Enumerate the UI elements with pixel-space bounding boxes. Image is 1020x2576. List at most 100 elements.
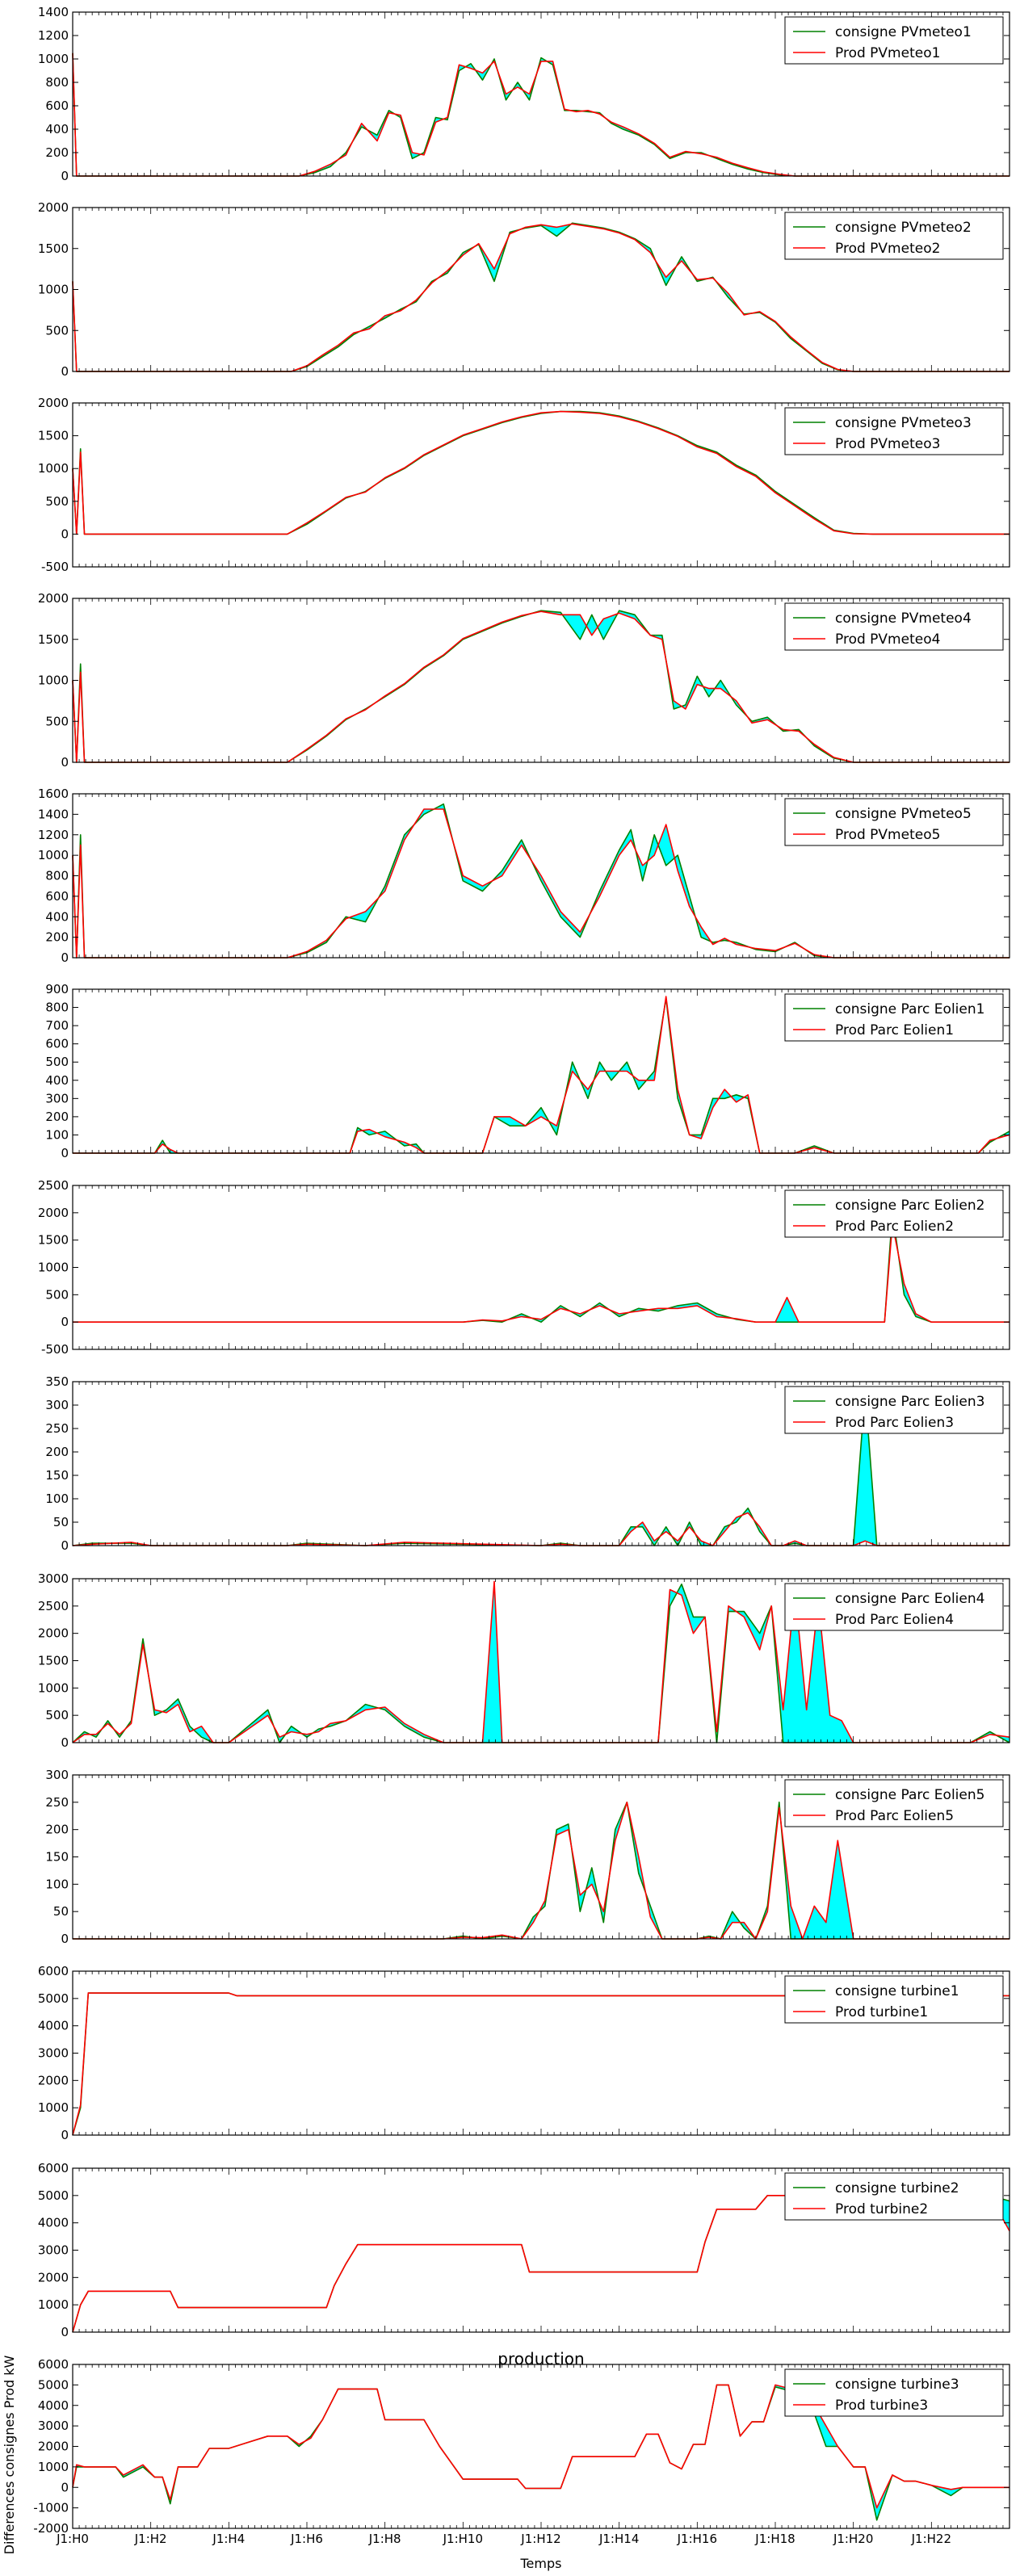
subplot-7: -500 0 500 1000 1500 2000 2500 consigne Parc Eo… (38, 1178, 1010, 1357)
y-tick-label: 500 (45, 1708, 69, 1722)
y-tick-label: 0 (61, 755, 69, 770)
legend-label: Prod PVmeteo1 (835, 45, 940, 61)
y-tick-label: 1000 (38, 1261, 69, 1275)
legend-frame (784, 1975, 1004, 2024)
legend: consigne turbine2 Prod turbine2 (784, 2172, 1004, 2221)
legend-label: consigne Parc Eolien2 (835, 1198, 984, 1214)
prod-line (72, 2384, 1010, 2509)
x-tick-label: J1:H18 (754, 2532, 795, 2546)
y-tick-label: 2000 (38, 2440, 69, 2454)
legend-frame (784, 798, 1004, 846)
y-tick-label: 150 (45, 1468, 69, 1483)
y-tick-label: 1000 (38, 2297, 69, 2312)
legend-label: Prod Parc Eolien5 (835, 1808, 954, 1824)
y-tick-label: 0 (61, 2325, 69, 2339)
y-tick-label: 2000 (38, 1626, 69, 1641)
y-tick-label: 1200 (38, 828, 69, 842)
y-tick-label: 1200 (38, 28, 69, 43)
y-tick-label: 200 (45, 1823, 69, 1837)
legend-label: consigne PVmeteo4 (835, 610, 972, 627)
y-tick-label: 6000 (38, 1964, 69, 1978)
y-tick-label: 400 (45, 122, 69, 136)
legend: consigne Parc Eolien1 Prod Parc Eolien1 (784, 993, 1004, 1042)
legend-label: Prod turbine1 (835, 2004, 928, 2020)
legend-label: Prod Parc Eolien1 (835, 1022, 954, 1038)
legend-label: consigne PVmeteo2 (835, 220, 972, 236)
legend-frame (784, 2172, 1004, 2221)
legend-label: consigne turbine1 (835, 1983, 959, 1999)
x-axis-label: Temps (520, 2556, 562, 2571)
y-tick-label: 350 (45, 1374, 69, 1389)
subplot-11: 0 1000 2000 3000 4000 5000 6000 consigne turbin… (38, 1964, 1010, 2142)
y-tick-label: 0 (61, 1315, 69, 1329)
y-tick-label: 5000 (38, 2188, 69, 2203)
legend: consigne PVmeteo4 Prod PVmeteo4 (784, 602, 1004, 651)
y-tick-label: 5000 (38, 1991, 69, 2006)
y-tick-label: 300 (45, 1768, 69, 1782)
y-tick-label: 0 (61, 950, 69, 965)
y-tick-label: 2500 (38, 1599, 69, 1613)
y-tick-label: 500 (45, 323, 69, 338)
subplot-title: production (497, 2349, 584, 2368)
legend-frame (784, 2368, 1004, 2417)
y-tick-label: 1000 (38, 848, 69, 862)
y-tick-label: 0 (61, 527, 69, 541)
legend: consigne Parc Eolien4 Prod Parc Eolien4 (784, 1583, 1004, 1631)
subplot-9: 0 500 1000 1500 2000 2500 3000 consigne Parc Eo… (38, 1571, 1010, 1750)
y-tick-label: 50 (53, 1515, 69, 1529)
x-tick-label: J1:H14 (598, 2532, 639, 2546)
prod-line (72, 223, 1010, 372)
y-tick-label: 6000 (38, 2161, 69, 2175)
legend: consigne PVmeteo1 Prod PVmeteo1 (784, 16, 1004, 65)
legend-label: consigne PVmeteo3 (835, 415, 972, 431)
prod-line (73, 1223, 1010, 1323)
x-tick-label: J1:H8 (368, 2532, 401, 2546)
y-tick-label: 400 (45, 909, 69, 924)
y-tick-label: 800 (45, 75, 69, 90)
y-tick-label: 900 (45, 982, 69, 996)
y-tick-label: 1000 (38, 52, 69, 66)
y-tick-label: 300 (45, 1091, 69, 1105)
y-tick-label: 200 (45, 930, 69, 945)
y-tick-label: 3000 (38, 2046, 69, 2061)
legend: consigne Parc Eolien2 Prod Parc Eolien2 (784, 1189, 1004, 1238)
legend-label: consigne Parc Eolien5 (835, 1787, 984, 1803)
legend-frame (784, 1386, 1004, 1434)
legend-label: Prod PVmeteo2 (835, 241, 940, 257)
y-tick-label: 400 (45, 1073, 69, 1088)
y-axis-label: Differences consignes Prod kW (2, 2355, 17, 2554)
prod-line (72, 1512, 1010, 1546)
y-tick-label: 800 (45, 869, 69, 883)
legend-frame (784, 602, 1004, 651)
legend-label: Prod Parc Eolien4 (835, 1612, 954, 1628)
subplot-12: 0 1000 2000 3000 4000 5000 6000 consigne turbin… (38, 2161, 1010, 2339)
y-tick-label: 6000 (38, 2357, 69, 2372)
legend-label: Prod turbine3 (835, 2398, 928, 2414)
legend-label: consigne Parc Eolien4 (835, 1591, 984, 1607)
y-tick-label: 2000 (38, 396, 69, 410)
y-tick-label: 3000 (38, 1571, 69, 1586)
subplot-1: 0 200 400 600 800 1000 1200 1400 consigne PVmete… (38, 5, 1010, 183)
y-tick-label: 100 (45, 1127, 69, 1142)
y-tick-label: 2000 (38, 200, 69, 215)
y-tick-label: 0 (61, 2128, 69, 2142)
legend-label: consigne Parc Eolien1 (835, 1001, 984, 1017)
y-tick-label: 1000 (38, 673, 69, 688)
prod-line (72, 610, 1010, 763)
x-tick-label: J1:H22 (911, 2532, 951, 2546)
y-tick-label: 600 (45, 889, 69, 904)
legend-frame (784, 1189, 1004, 1238)
y-tick-label: 1500 (38, 1654, 69, 1668)
legend-label: Prod PVmeteo5 (835, 827, 940, 843)
y-tick-label: 1000 (38, 461, 69, 476)
x-tick-label: J1:H4 (212, 2532, 245, 2546)
legend-frame (784, 1779, 1004, 1827)
y-tick-label: 2000 (38, 591, 69, 606)
legend: consigne PVmeteo3 Prod PVmeteo3 (784, 407, 1004, 455)
legend-label: consigne turbine3 (835, 2377, 959, 2393)
x-tick-label: J1:H2 (134, 2532, 167, 2546)
x-tick-label: J1:H16 (677, 2532, 717, 2546)
legend: consigne PVmeteo2 Prod PVmeteo2 (784, 212, 1004, 260)
y-tick-label: 1400 (38, 5, 69, 19)
